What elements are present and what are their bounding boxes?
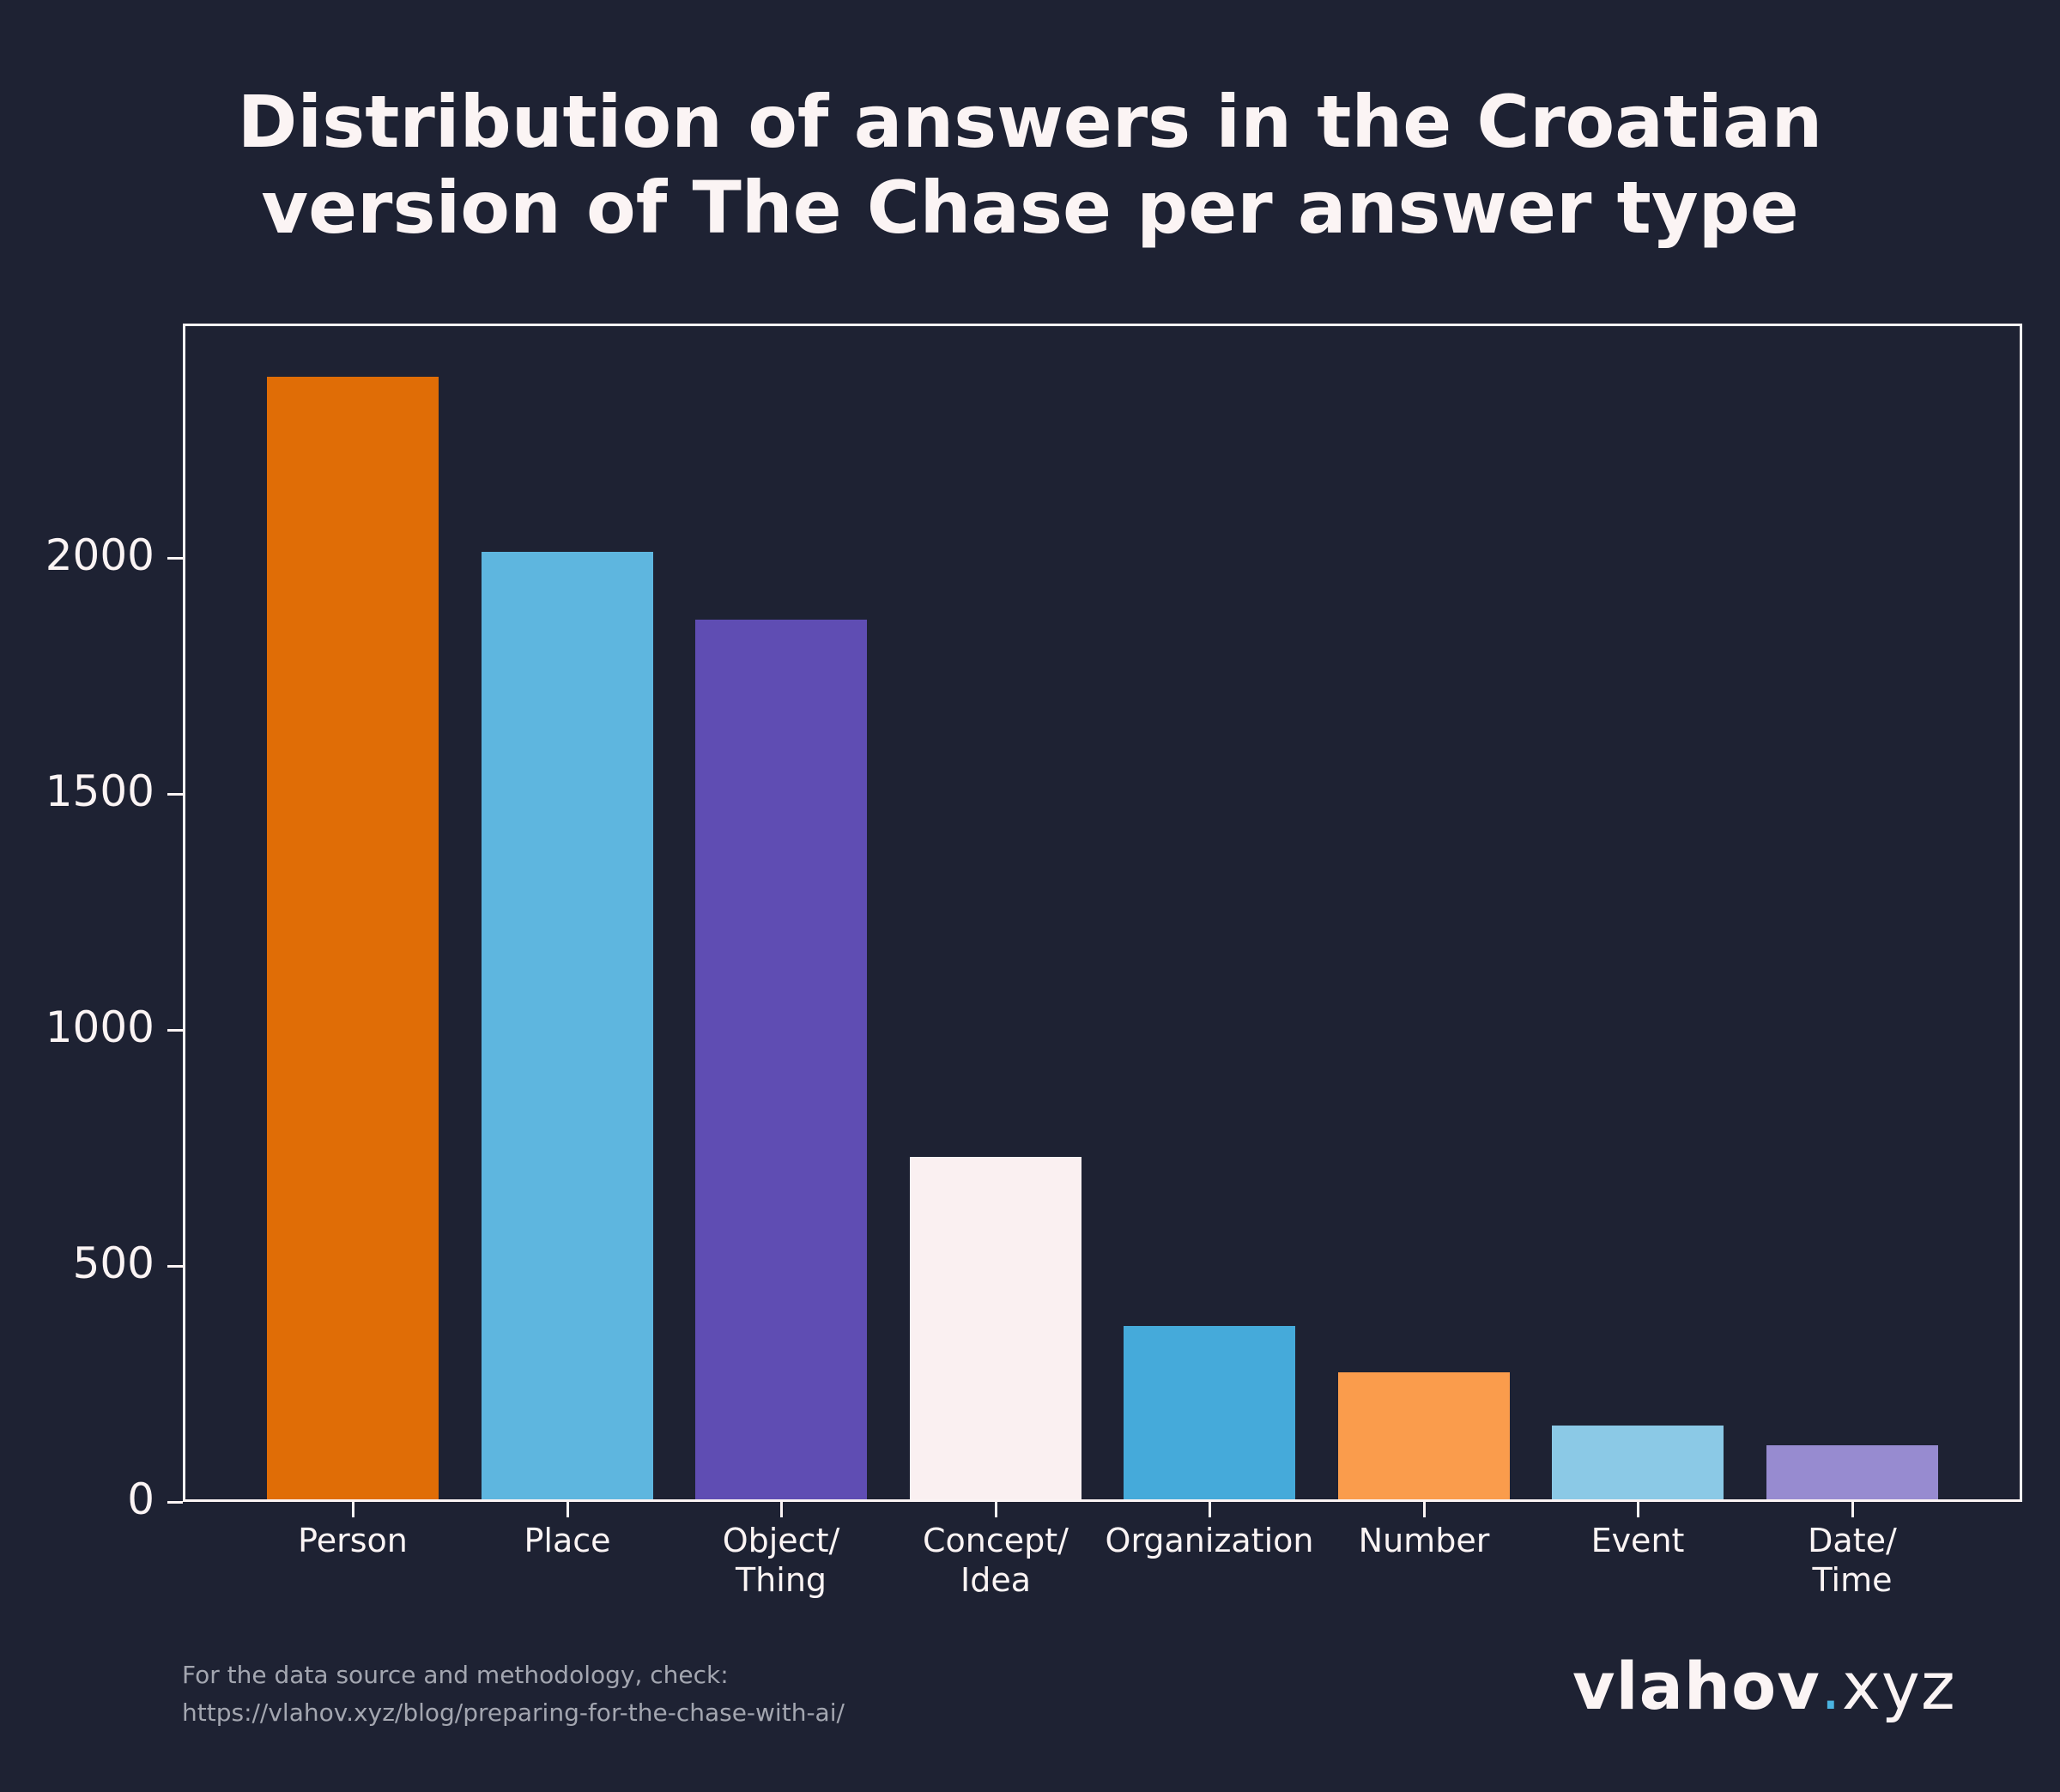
y-tick-label: 1500 (45, 766, 154, 816)
logo-brand: vlahov (1572, 1648, 1821, 1724)
x-tick (1637, 1502, 1639, 1517)
bar-object-thing (695, 620, 867, 1499)
x-tick (1209, 1502, 1211, 1517)
x-tick-label: Organization (1105, 1522, 1314, 1559)
source-note-line-1: For the data source and methodology, che… (182, 1661, 729, 1689)
y-tick (167, 1028, 183, 1032)
x-tick-label: Event (1590, 1522, 1685, 1559)
bar-place (482, 552, 653, 1499)
chart-title-line-1: Distribution of answers in the Croatian (237, 80, 1823, 164)
bar-concept-idea (910, 1157, 1082, 1499)
x-tick (352, 1502, 354, 1517)
x-tick-label: Concept/Idea (923, 1522, 1069, 1599)
source-note: For the data source and methodology, che… (182, 1656, 845, 1732)
y-tick-label: 500 (72, 1238, 154, 1288)
x-tick (1423, 1502, 1426, 1517)
y-tick (167, 1501, 183, 1504)
x-tick (1851, 1502, 1854, 1517)
bar-person (267, 377, 439, 1499)
x-tick-label: Object/Thing (722, 1522, 840, 1599)
logo-dot: . (1820, 1648, 1842, 1724)
chart-title: Distribution of answers in the Croatian … (0, 79, 2060, 251)
x-tick-label: Number (1358, 1522, 1490, 1559)
bar-organization (1124, 1326, 1295, 1499)
chart-title-line-2: version of The Chase per answer type (261, 166, 1799, 250)
logo-tld: xyz (1841, 1648, 1956, 1724)
y-tick (167, 792, 183, 796)
x-tick-label: Place (524, 1522, 611, 1559)
source-note-url: https://vlahov.xyz/blog/preparing-for-th… (182, 1698, 845, 1727)
x-tick-label: Person (298, 1522, 408, 1559)
y-tick-label: 0 (127, 1474, 154, 1524)
bar-date-time (1766, 1445, 1938, 1499)
bar-number (1338, 1372, 1510, 1499)
y-tick-label: 2000 (45, 530, 154, 580)
x-tick (780, 1502, 783, 1517)
site-logo: vlahov.xyz (1572, 1648, 1956, 1724)
y-tick-label: 1000 (45, 1002, 154, 1052)
x-tick (995, 1502, 997, 1517)
bar-event (1552, 1426, 1724, 1499)
y-tick (167, 556, 183, 560)
x-tick (566, 1502, 569, 1517)
x-tick-label: Date/Time (1808, 1522, 1897, 1599)
y-tick (167, 1264, 183, 1268)
plot-area (183, 324, 2022, 1502)
